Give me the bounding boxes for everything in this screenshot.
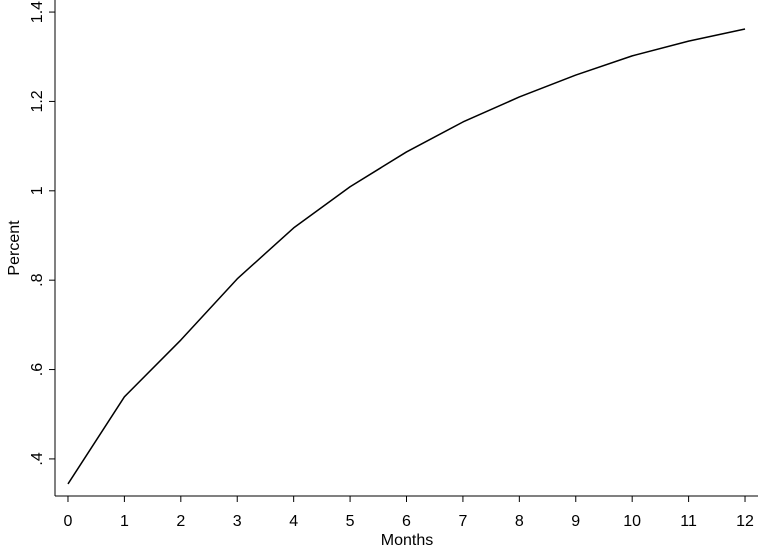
x-tick-label: 0 [64,513,73,530]
y-tick-label: .6 [29,363,46,376]
x-tick-label: 7 [458,513,467,530]
x-tick-label: 9 [571,513,580,530]
x-tick-label: 1 [120,513,129,530]
x-tick-label: 3 [233,513,242,530]
y-tick-label: .4 [29,452,46,465]
x-tick-label: 12 [736,513,754,530]
x-tick-label: 8 [515,513,524,530]
x-tick-label: 2 [176,513,185,530]
x-axis-label: Months [381,532,433,549]
y-axis-label: Percent [6,220,23,276]
x-tick-label: 4 [289,513,298,530]
y-tick-label: 1.4 [29,1,46,23]
x-tick-label: 10 [623,513,641,530]
x-tick-label: 11 [680,513,697,530]
y-tick-label: 1 [29,186,46,195]
y-tick-label: .8 [29,273,46,286]
data-line [67,28,746,485]
x-tick-label: 5 [346,513,355,530]
x-tick-label: 6 [402,513,411,530]
y-tick-label: 1.2 [29,90,46,112]
